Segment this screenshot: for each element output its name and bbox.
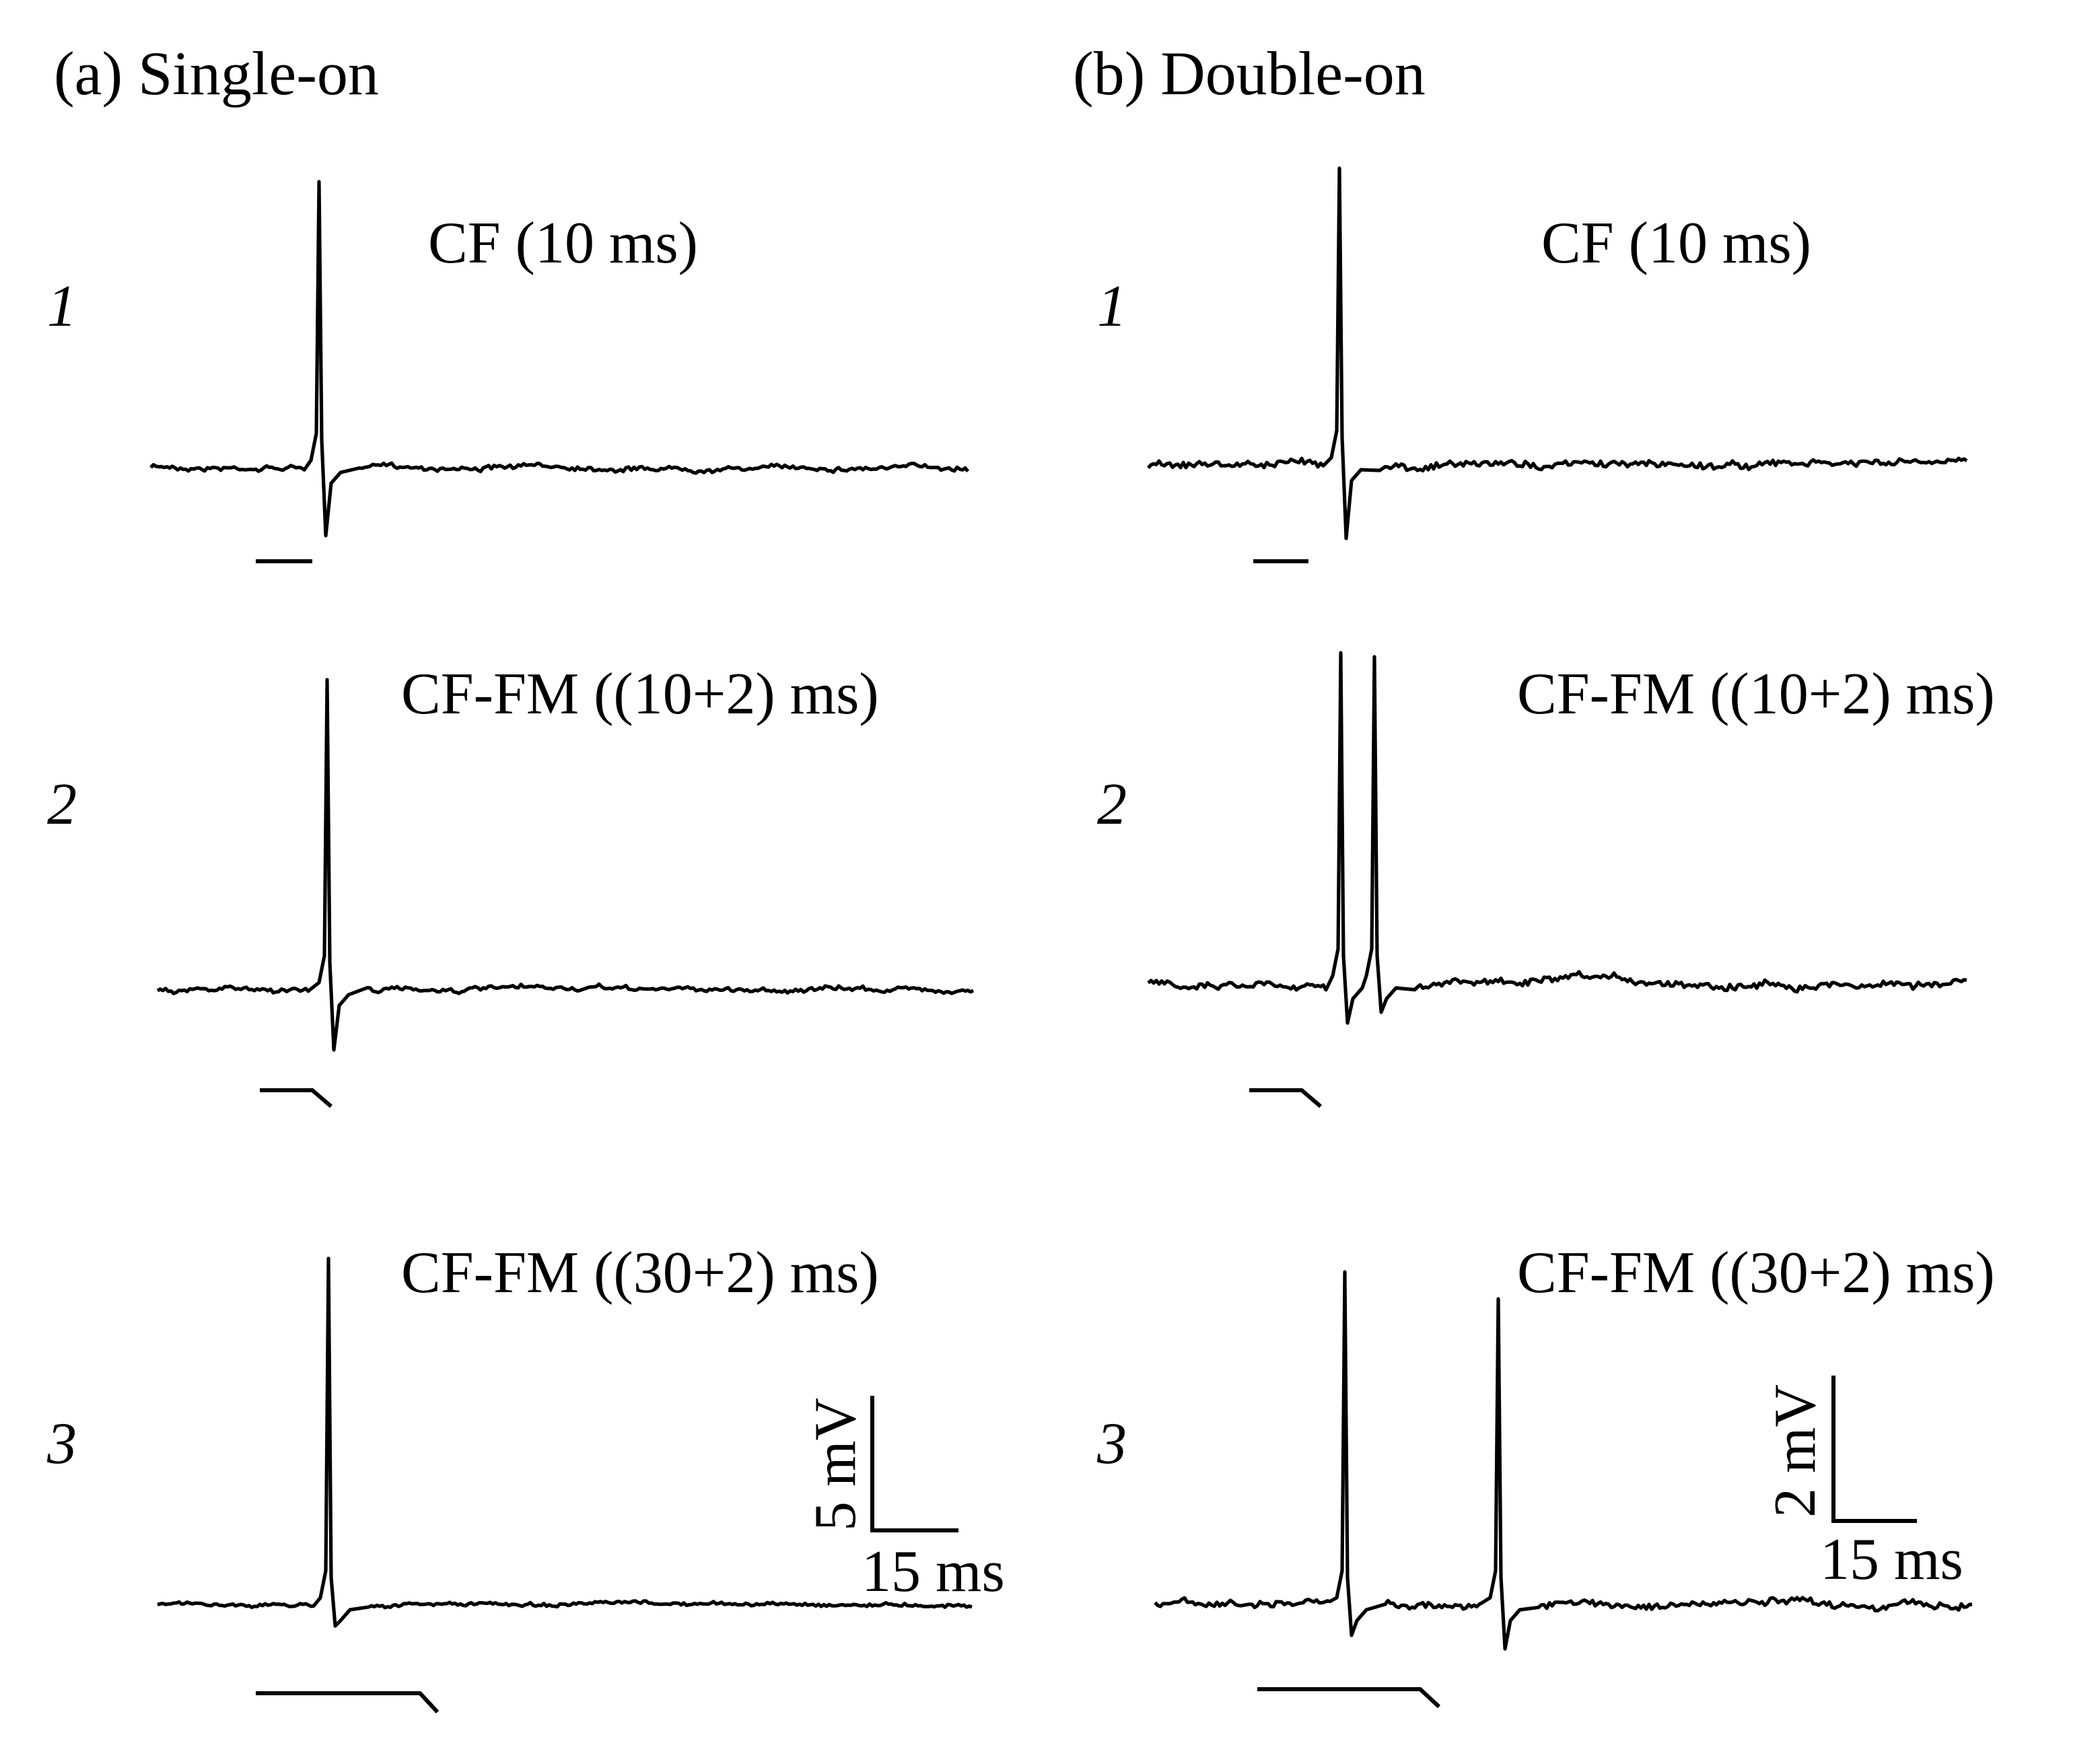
row-label: 3 [1096, 1411, 1127, 1477]
stimulus-label: CF-FM ((30+2) ms) [1517, 1240, 1995, 1306]
stimulus-bar [1249, 1088, 1322, 1108]
voltage-trace [157, 1256, 973, 1628]
voltage-trace [149, 180, 970, 538]
voltage-trace [156, 678, 975, 1052]
scale-bar [1831, 1376, 1917, 1523]
stimulus-bar [1257, 1687, 1441, 1709]
scale-label: 2 mV [1763, 1384, 1828, 1518]
row-label: 3 [46, 1411, 77, 1477]
scale-label: 15 ms [862, 1539, 1005, 1604]
voltage-trace [1147, 651, 1967, 1025]
row-label: 1 [47, 274, 77, 339]
panel-title: (b) Double-on [1073, 39, 1426, 108]
stimulus-label: CF-FM ((10+2) ms) [1517, 662, 1995, 727]
stimulus-label: CF (10 ms) [428, 211, 698, 276]
stimulus-bar [260, 1088, 332, 1108]
stimulus-label: CF-FM ((30+2) ms) [401, 1240, 879, 1306]
row-label: 1 [1097, 274, 1127, 339]
stimulus-label: CF (10 ms) [1541, 211, 1811, 276]
row-label: 2 [47, 772, 77, 837]
scale-label: 15 ms [1820, 1527, 1963, 1592]
row-label: 2 [1097, 772, 1127, 837]
panel-title: (a) Single-on [54, 39, 379, 108]
stimulus-label: CF-FM ((10+2) ms) [401, 662, 879, 727]
voltage-trace [1147, 166, 1968, 540]
scale-label: 5 mV [803, 1398, 868, 1531]
stimulus-bar [256, 1691, 440, 1714]
voltage-trace [1154, 1270, 1973, 1651]
scale-bar [870, 1396, 958, 1532]
